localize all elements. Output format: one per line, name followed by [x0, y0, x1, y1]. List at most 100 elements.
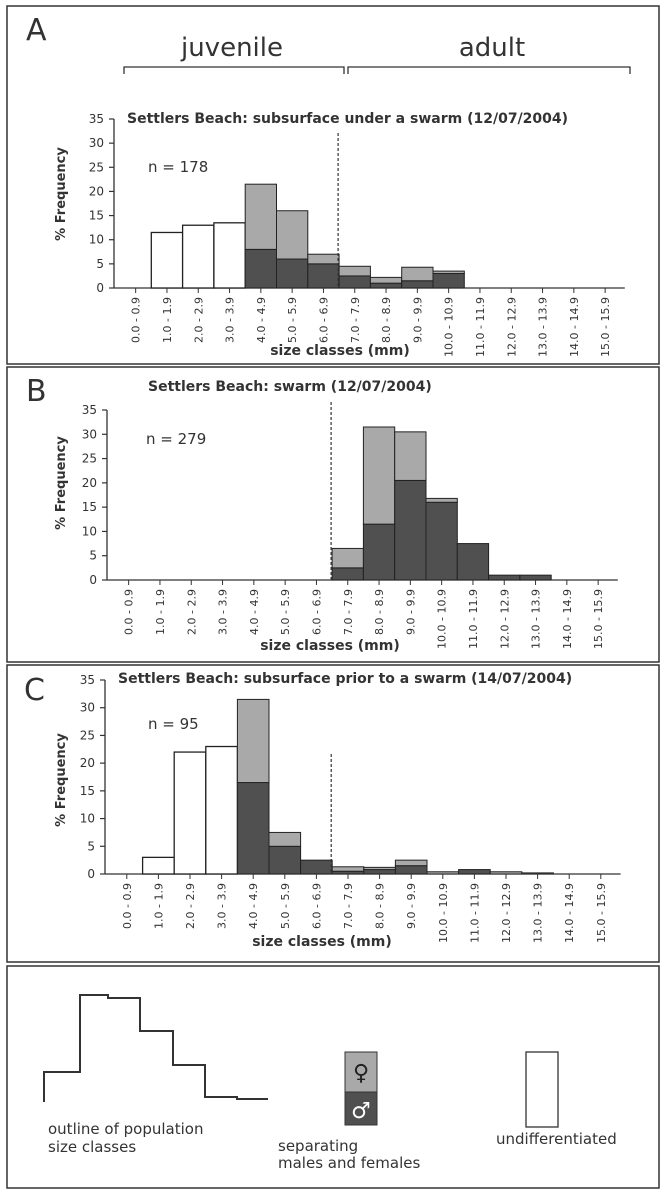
x-tick-label: 14.0 - 14.9	[563, 883, 576, 943]
bar-female	[363, 866, 396, 871]
bar-male	[425, 501, 458, 581]
y-tick-label: 30	[82, 427, 97, 441]
bar-female	[426, 871, 460, 875]
male-symbol-icon: ♂	[351, 1099, 371, 1124]
bar-female	[338, 265, 371, 277]
x-tick-label: 0.0 - 0.9	[121, 883, 134, 929]
bar-female	[369, 276, 403, 284]
undifferentiated-swatch	[525, 1051, 559, 1128]
x-tick-label: 3.0 - 3.9	[224, 297, 237, 343]
panel-letter: B	[26, 374, 47, 409]
x-tick-label: 9.0 - 9.9	[405, 883, 418, 929]
x-tick-label: 13.0 - 13.9	[532, 883, 545, 943]
x-tick-label: 6.0 - 6.9	[310, 589, 323, 635]
panel-b: B Settlers Beach: swarm (12/07/2004) n =…	[26, 374, 618, 654]
y-tick-label: 0	[87, 867, 95, 881]
y-tick-label: 5	[89, 549, 97, 563]
juvenile-label: juvenile	[180, 33, 283, 63]
x-tick-label: 1.0 - 1.9	[154, 589, 167, 635]
y-tick-label: 20	[89, 184, 104, 198]
y-tick-label: 30	[89, 136, 104, 150]
legend-frame	[6, 965, 660, 1189]
bar-male	[331, 567, 364, 581]
male-swatch	[344, 1091, 378, 1126]
x-tick-label: 11.0 - 11.9	[468, 883, 481, 943]
x-tick-label: 1.0 - 1.9	[152, 883, 165, 929]
juvenile-bracket	[123, 66, 345, 74]
bar-male	[268, 845, 302, 875]
bar-female	[331, 547, 364, 569]
bar-male	[362, 523, 396, 581]
x-tick-label: 11.0 - 11.9	[467, 589, 480, 649]
bar-undifferentiated	[213, 222, 246, 289]
y-tick-label: 20	[80, 756, 95, 770]
x-tick-label: 6.0 - 6.9	[310, 883, 323, 929]
bar-undifferentiated	[181, 224, 215, 289]
bar-male	[394, 865, 428, 875]
bar-male	[458, 869, 491, 875]
x-tick-label: 8.0 - 8.9	[373, 589, 386, 635]
sample-size: n = 279	[146, 430, 206, 448]
bar-female	[307, 253, 340, 265]
x-tick-label: 2.0 - 2.9	[184, 883, 197, 929]
x-axis-label: size classes (mm)	[252, 934, 392, 950]
bar-female	[236, 698, 270, 784]
bar-female	[331, 866, 365, 872]
x-tick-label: 2.0 - 2.9	[192, 297, 205, 343]
x-tick-label: 10.0 - 10.9	[437, 883, 450, 943]
bar-female	[425, 497, 458, 503]
y-axis-label: % Frequency	[54, 147, 69, 241]
y-tick-label: 5	[96, 257, 104, 271]
bar-male	[236, 782, 270, 875]
x-tick-label: 7.0 - 7.9	[342, 589, 355, 635]
adult-bracket	[347, 66, 631, 74]
panel-c: C Settlers Beach: subsurface prior to a …	[24, 671, 621, 950]
panel-a: A Settlers Beach: subsurface under a swa…	[26, 13, 625, 359]
y-tick-label: 35	[82, 403, 97, 417]
x-tick-label: 4.0 - 4.9	[248, 589, 261, 635]
x-tick-label: 8.0 - 8.9	[374, 883, 387, 929]
bar-undifferentiated	[205, 745, 239, 875]
x-tick-label: 13.0 - 13.9	[537, 297, 550, 357]
y-tick-label: 15	[82, 500, 97, 514]
bar-female	[394, 431, 427, 481]
y-tick-label: 10	[82, 524, 97, 538]
bar-female	[362, 426, 396, 525]
x-tick-label: 6.0 - 6.9	[317, 297, 330, 343]
chart-title: Settlers Beach: subsurface under a swarm…	[127, 111, 568, 127]
plot-area: 0 5 10 15 20 25 30 35 0.0 - 0.9 1.0 - 1.9 2.0 - 2.…	[89, 112, 625, 357]
y-tick-label: 25	[82, 452, 97, 466]
plot-area: 0 5 10 15 20 25 30 35 0.0 - 0.9 1.0 - 1.9 2.0 - 2.…	[82, 402, 618, 649]
y-tick-label: 30	[80, 701, 95, 715]
legend-outline-label: outline of population	[48, 1120, 203, 1138]
x-tick-label: 5.0 - 5.9	[286, 297, 299, 343]
y-tick-label: 20	[82, 476, 97, 490]
x-tick-label: 10.0 - 10.9	[443, 297, 456, 357]
plot-area: 0 5 10 15 20 25 30 35 0.0 - 0.9 1.0 - 1.9 2.0 - 2.…	[80, 673, 621, 943]
x-tick-label: 1.0 - 1.9	[161, 297, 174, 343]
bar-male	[300, 859, 333, 875]
y-tick-label: 25	[89, 160, 104, 174]
population-outline-icon	[43, 994, 268, 1102]
x-tick-label: 3.0 - 3.9	[217, 589, 230, 635]
y-axis-label: % Frequency	[54, 436, 69, 530]
x-tick-label: 15.0 - 15.9	[595, 883, 608, 943]
female-swatch	[344, 1051, 378, 1093]
bar-female	[521, 872, 554, 875]
sample-size: n = 178	[148, 158, 208, 176]
legend-outline-label-2: size classes	[48, 1138, 136, 1156]
bar-female	[394, 859, 428, 867]
bar-female	[489, 871, 523, 875]
y-tick-label: 10	[80, 812, 95, 826]
x-tick-label: 9.0 - 9.9	[411, 297, 424, 343]
bar-undifferentiated	[150, 231, 184, 289]
legend-undifferentiated-label: undifferentiated	[496, 1130, 617, 1148]
bar-male	[338, 275, 371, 289]
x-tick-label: 5.0 - 5.9	[279, 883, 292, 929]
y-tick-label: 25	[80, 728, 95, 742]
bar-undifferentiated	[173, 751, 207, 875]
panel-letter: A	[26, 13, 47, 48]
chart-title: Settlers Beach: subsurface prior to a sw…	[118, 671, 572, 687]
